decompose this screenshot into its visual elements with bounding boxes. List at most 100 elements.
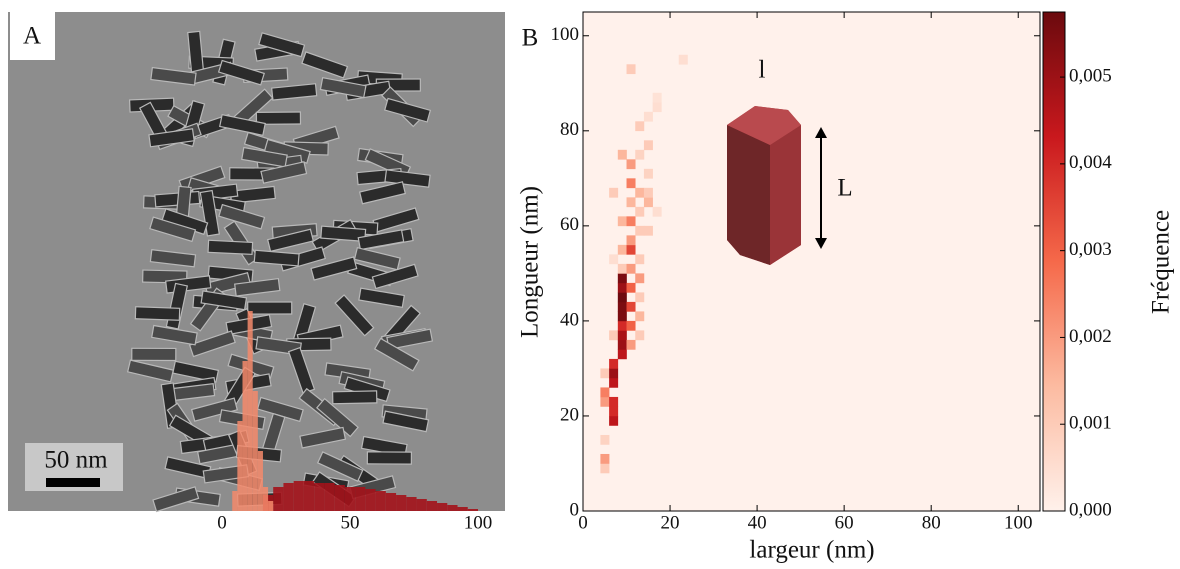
heatmap-cell — [643, 187, 653, 198]
nanorod — [234, 277, 281, 297]
heatmap-cell — [626, 216, 636, 227]
colorbar-tick-label: 0,001 — [1069, 413, 1112, 434]
plot-frame — [582, 11, 1041, 512]
histogram-bar — [257, 451, 263, 511]
colorbar-tick-label: 0,003 — [1069, 239, 1112, 260]
nanorod — [148, 128, 195, 148]
y-tick-label: 20 — [560, 404, 579, 425]
heatmap-cell — [617, 244, 627, 255]
heatmap-cell — [600, 453, 610, 464]
scale-bar — [46, 478, 100, 487]
nanorod — [218, 203, 266, 230]
heatmap-cell — [617, 320, 627, 331]
heatmap-cell — [617, 301, 627, 312]
x-tick-label: 20 — [661, 512, 680, 533]
heatmap — [582, 11, 1041, 512]
histogram-bar — [355, 487, 366, 511]
nanorod — [316, 451, 364, 483]
x-tick-label: 50 — [341, 512, 360, 533]
x-axis-label: largeur (nm) — [749, 537, 874, 564]
x-tick-label: 0 — [217, 512, 227, 533]
histogram-bar — [314, 483, 325, 511]
histogram-bar — [437, 503, 448, 511]
heatmap-cell — [626, 178, 636, 189]
heatmap-cell — [609, 187, 619, 198]
heatmap-cell — [635, 225, 645, 236]
nanorod — [253, 249, 300, 267]
nanorod — [190, 397, 239, 422]
heatmap-cell — [643, 140, 653, 151]
heatmap-cell — [617, 149, 627, 160]
prism — [727, 106, 827, 265]
histogram-bar — [334, 485, 345, 511]
heatmap-cell — [643, 197, 653, 208]
heatmap-cell — [635, 254, 645, 265]
heatmap-cell — [635, 121, 645, 132]
heatmap-cell — [652, 102, 662, 113]
heatmap-cell — [635, 273, 645, 284]
histogram-bar — [293, 481, 304, 511]
annotation: l — [759, 57, 766, 84]
nanorod — [353, 246, 401, 271]
heatmap-cell — [626, 282, 636, 293]
heatmap-cell — [600, 463, 610, 474]
plot-background — [583, 12, 1040, 511]
panel-label: B — [522, 25, 539, 52]
heatmap-cell — [617, 273, 627, 284]
heatmap-cell — [626, 301, 636, 312]
heatmap-cell — [609, 415, 619, 426]
heatmap-cell — [652, 206, 662, 217]
heatmap-cell — [600, 396, 610, 407]
nanorod — [382, 410, 430, 433]
histogram-bar — [324, 483, 335, 511]
nanorod — [260, 161, 308, 184]
y-tick-label: 40 — [560, 309, 579, 330]
histogram-bar — [283, 483, 294, 511]
x-tick-label: 100 — [464, 512, 493, 533]
heatmap-cell — [635, 330, 645, 341]
nanorod — [207, 239, 254, 256]
nanorod — [316, 397, 359, 438]
histogram-bar — [447, 505, 458, 511]
nanorod — [310, 256, 358, 281]
nanorod — [152, 486, 200, 513]
heatmap-cell — [617, 292, 627, 303]
panel-label-box — [10, 12, 55, 60]
colorbar-tick-label: 0,004 — [1069, 152, 1112, 173]
heatmap-cell — [626, 235, 636, 246]
nanorod — [334, 294, 375, 337]
panel-label: A — [23, 23, 41, 50]
histogram-bar — [467, 509, 478, 511]
heatmap-cell — [609, 377, 619, 388]
nanorod — [255, 111, 302, 125]
heatmap-cell — [600, 434, 610, 445]
heatmap-cell — [635, 149, 645, 160]
scale-bar-label: 50 nm — [44, 447, 108, 474]
nanorod — [258, 32, 306, 58]
nanorod — [357, 229, 405, 251]
nanorod — [266, 228, 315, 253]
nanorod — [151, 324, 198, 346]
nanorods — [126, 30, 434, 513]
heatmap-cell — [617, 349, 627, 360]
nanorod — [131, 347, 177, 362]
colorbar-label: Fréquence — [1148, 210, 1175, 314]
histogram-bar — [416, 499, 427, 511]
nanorod — [366, 451, 413, 465]
y-tick-label: 60 — [560, 214, 579, 235]
nanorod — [384, 97, 432, 123]
y-axis-label: Longueur (nm) — [517, 186, 544, 338]
y-tick-label: 100 — [551, 24, 580, 45]
heatmap-cell — [626, 197, 636, 208]
nanorod — [319, 76, 367, 99]
heatmap-cell — [609, 368, 619, 379]
heatmap-cell — [600, 387, 610, 398]
x-tick-label: 80 — [922, 512, 941, 533]
nanorod — [331, 390, 378, 405]
histogram-bar — [396, 495, 407, 511]
heatmap-cell — [609, 330, 619, 341]
heatmap-cell — [617, 311, 627, 322]
histogram-bar — [375, 491, 386, 511]
histograms — [232, 311, 478, 511]
